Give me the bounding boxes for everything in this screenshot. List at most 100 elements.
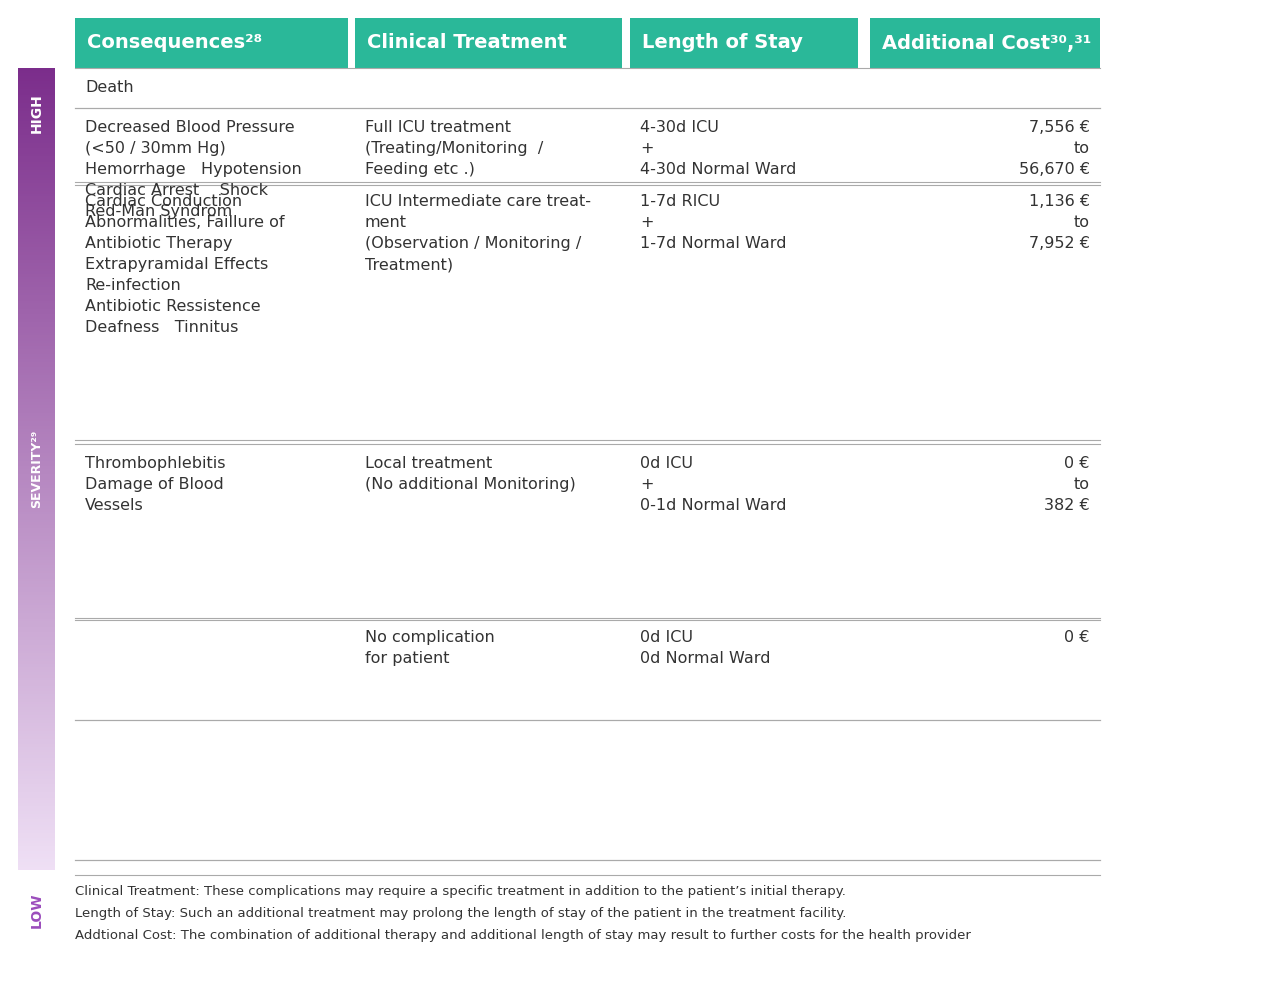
Bar (18, 362, 55, 365)
Bar (18, 672, 55, 675)
Bar (18, 343, 55, 346)
Bar (18, 488, 55, 490)
Bar (18, 651, 55, 653)
Bar (18, 715, 55, 718)
Bar (18, 418, 55, 421)
Bar (18, 87, 55, 89)
Bar (18, 707, 55, 710)
Bar (18, 838, 55, 841)
Bar (18, 242, 55, 244)
Bar (18, 814, 55, 817)
Bar (18, 691, 55, 694)
Bar (18, 359, 55, 362)
Bar (18, 105, 55, 108)
Bar (18, 833, 55, 835)
Bar (870, 18, 1100, 68)
Bar (18, 568, 55, 571)
Text: Consequences²⁸: Consequences²⁸ (87, 33, 262, 52)
Bar (18, 841, 55, 843)
Bar (18, 89, 55, 92)
Bar (18, 600, 55, 603)
Bar (18, 274, 55, 277)
Bar (18, 720, 55, 723)
Bar (18, 859, 55, 862)
Bar (18, 536, 55, 539)
Bar (18, 138, 55, 140)
Bar (18, 825, 55, 827)
Bar (18, 498, 55, 501)
Bar (18, 194, 55, 196)
Bar (355, 18, 622, 68)
Bar (18, 180, 55, 183)
Bar (18, 637, 55, 640)
Bar (18, 244, 55, 247)
Bar (18, 191, 55, 194)
Bar (18, 301, 55, 303)
Bar (18, 867, 55, 870)
Bar (76, 18, 348, 68)
Bar (18, 335, 55, 338)
Bar (18, 277, 55, 279)
Bar (18, 640, 55, 643)
Bar (18, 266, 55, 268)
Bar (18, 263, 55, 266)
Text: LOW: LOW (29, 892, 44, 928)
Bar (18, 557, 55, 560)
Bar (18, 742, 55, 744)
Bar (18, 752, 55, 755)
Bar (18, 800, 55, 803)
Bar (18, 135, 55, 138)
Bar (18, 501, 55, 504)
Bar (18, 341, 55, 343)
Bar (18, 79, 55, 81)
Bar (18, 616, 55, 619)
Bar (18, 322, 55, 325)
Bar (18, 549, 55, 552)
Bar (18, 271, 55, 274)
Text: Cardiac Conduction
Abnormalities, Faillure of
Antibiotic Therapy
Extrapyramidal : Cardiac Conduction Abnormalities, Faillu… (84, 194, 284, 335)
Bar (18, 611, 55, 613)
Bar (18, 319, 55, 322)
Text: Decreased Blood Pressure
(<50 / 30mm Hg)
Hemorrhage   Hypotension
Cardiac Arrest: Decreased Blood Pressure (<50 / 30mm Hg)… (84, 120, 302, 219)
Bar (18, 247, 55, 250)
Bar (18, 167, 55, 170)
Bar (18, 121, 55, 124)
Bar (18, 81, 55, 84)
Bar (18, 394, 55, 397)
Bar (18, 670, 55, 672)
Bar (18, 522, 55, 525)
Bar (18, 496, 55, 498)
Bar (18, 453, 55, 456)
Bar (18, 552, 55, 555)
Bar (18, 843, 55, 846)
Bar (18, 514, 55, 517)
Bar (18, 632, 55, 635)
Bar (18, 124, 55, 127)
Bar (18, 723, 55, 726)
Bar (18, 143, 55, 146)
Bar (18, 605, 55, 608)
Bar (18, 129, 55, 132)
Bar (18, 402, 55, 405)
Bar (18, 397, 55, 399)
Bar (18, 819, 55, 822)
Bar (18, 196, 55, 199)
Bar (18, 512, 55, 514)
Bar (18, 555, 55, 557)
Bar (18, 351, 55, 354)
Bar (18, 434, 55, 437)
Bar (18, 458, 55, 461)
Bar (18, 223, 55, 226)
Bar (18, 236, 55, 239)
Bar (18, 383, 55, 386)
Bar (18, 678, 55, 680)
Bar (18, 151, 55, 154)
Bar (18, 862, 55, 865)
Bar (18, 234, 55, 236)
Bar (18, 370, 55, 373)
Bar (18, 629, 55, 632)
Bar (18, 627, 55, 629)
Bar (18, 571, 55, 573)
Bar (18, 517, 55, 520)
Bar (18, 140, 55, 143)
